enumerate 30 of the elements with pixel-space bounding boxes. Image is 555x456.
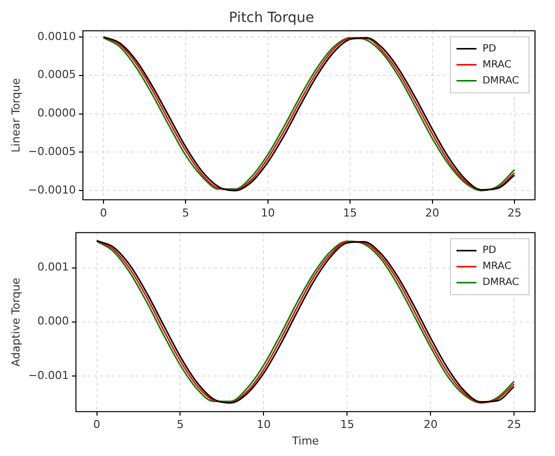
y-tick-label: 0.0010: [37, 30, 76, 43]
legend-label: DMRAC: [482, 277, 520, 288]
legend-label: MRAC: [482, 59, 512, 70]
x-tick-label: 5: [182, 206, 190, 220]
y-tick-label: 0.0005: [37, 68, 76, 82]
y-tick-label: −0.0010: [28, 183, 76, 196]
y-axis-title: Adaptive Torque: [9, 277, 22, 367]
legend-label: MRAC: [482, 261, 512, 272]
legend-label: PD: [482, 43, 497, 54]
x-tick-label: 15: [340, 418, 354, 432]
x-tick-label: 0: [93, 418, 100, 432]
x-tick-label: 0: [100, 206, 107, 220]
x-tick-label: 10: [260, 206, 275, 220]
y-tick-label: −0.0005: [28, 145, 76, 158]
x-tick-label: 5: [176, 418, 184, 432]
x-tick-label: 20: [425, 206, 440, 220]
x-tick-label: 25: [507, 418, 522, 432]
x-tick-label: 25: [507, 206, 522, 220]
x-tick-label: 10: [256, 418, 271, 432]
y-tick-label: 0.000: [37, 314, 69, 328]
x-tick-label: 20: [424, 418, 438, 432]
y-tick-label: −0.001: [28, 368, 69, 382]
y-tick-label: 0.001: [37, 260, 69, 274]
chart-title: Pitch Torque: [228, 10, 314, 26]
legend-label: PD: [482, 245, 497, 256]
x-axis-title: Time: [290, 434, 320, 448]
y-axis-title: Linear Torque: [9, 78, 22, 152]
legend-label: DMRAC: [482, 75, 520, 86]
x-tick-label: 15: [343, 206, 358, 220]
y-tick-label: 0.0000: [37, 106, 76, 120]
